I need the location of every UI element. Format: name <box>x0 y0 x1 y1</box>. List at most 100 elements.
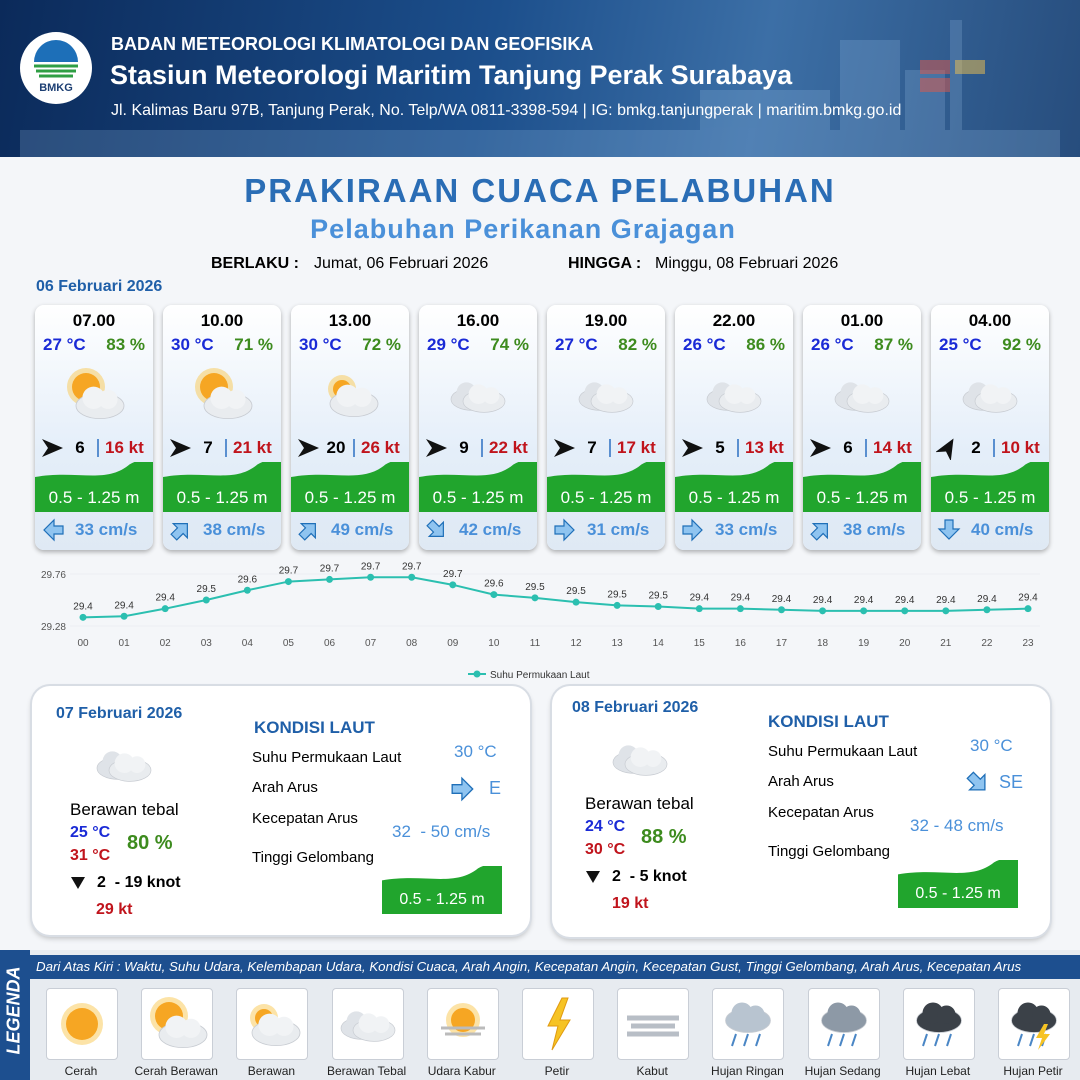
wind: 2 - 19 knot <box>97 874 181 891</box>
data-label: 29.4 <box>73 601 93 612</box>
sea-label: Suhu Permukaan Laut <box>252 749 402 766</box>
current-direction: SE <box>999 772 1024 792</box>
legend-item-label: Udara Kabur <box>427 1064 496 1078</box>
wave-shape <box>931 460 1049 512</box>
daily-panel: 07 Februari 2026 Berawan tebal 25 °C 31 °C 8… <box>32 686 530 935</box>
sst-point <box>1024 605 1032 613</box>
weather-icon <box>440 1003 485 1037</box>
humidity: 71 % <box>234 335 273 354</box>
sst-point <box>408 573 416 581</box>
weather-icon <box>612 745 668 776</box>
x-tick-label: 08 <box>406 638 418 649</box>
sst-point <box>695 605 703 613</box>
sea-label: Kecepatan Arus <box>768 804 874 821</box>
sst-point <box>736 605 744 613</box>
data-label: 29.6 <box>238 574 258 585</box>
legend-item-label: Hujan Ringan <box>711 1064 784 1078</box>
direction-arrow <box>170 523 188 541</box>
rain <box>826 1033 857 1047</box>
data-label: 29.5 <box>525 582 545 593</box>
sst-point <box>860 607 868 615</box>
logo: BMKG <box>20 32 92 104</box>
weather-icon <box>150 997 208 1049</box>
wind-direction <box>935 436 960 465</box>
humidity: 74 % <box>490 335 529 354</box>
data-label: 29.4 <box>813 595 833 606</box>
weather-icon <box>450 382 506 413</box>
sst-point <box>983 606 991 614</box>
forecast-card: 13.00 30 °C 72 % 20 26 kt 0.5 - 1.25 m 49 cm/s <box>291 305 409 550</box>
humidity: 72 % <box>362 335 401 354</box>
sst-point <box>367 573 375 581</box>
wind-arrow <box>682 439 703 457</box>
temp-max: 31 °C <box>70 847 111 864</box>
direction-arrow <box>298 523 316 541</box>
sun <box>445 1003 480 1037</box>
rain <box>921 1033 952 1047</box>
weather-icon <box>706 382 762 413</box>
wave-shape <box>898 858 1018 908</box>
condition-icon <box>945 363 1035 432</box>
cloud <box>725 1002 772 1033</box>
x-tick-label: 12 <box>570 638 582 649</box>
temperature: 30 °C <box>171 335 214 354</box>
gust: 26 kt <box>361 438 400 457</box>
x-tick-label: 01 <box>119 638 131 649</box>
legend-band <box>30 955 1080 979</box>
wave-shape <box>675 460 793 512</box>
wind-arrow <box>70 874 86 890</box>
time: 04.00 <box>968 311 1012 330</box>
wind-speed: 2 <box>971 438 981 457</box>
logo-emblem <box>34 40 78 78</box>
station-name: Stasiun Meteorologi Maritim Tanjung Pera… <box>110 60 793 90</box>
humidity: 88 % <box>641 826 687 848</box>
data-label: 29.5 <box>197 584 217 595</box>
data-label: 29.4 <box>731 593 751 604</box>
separator <box>737 439 739 457</box>
x-tick-label: 13 <box>612 638 624 649</box>
bolt <box>547 997 571 1051</box>
wind-arrow-down <box>71 877 85 889</box>
weather-icon <box>250 1004 301 1047</box>
wave-area <box>419 460 537 517</box>
cloud <box>108 753 152 782</box>
x-tick-label: 18 <box>817 638 829 649</box>
cloud <box>462 384 506 413</box>
wind-direction <box>680 436 704 465</box>
gust: 14 kt <box>873 438 912 457</box>
wind-direction <box>808 436 832 465</box>
wind-direction <box>424 436 448 465</box>
legend-item-label: Kabut <box>636 1064 668 1078</box>
current-direction <box>937 518 961 547</box>
wave-height: 0.5 - 1.25 m <box>176 488 268 507</box>
legend-item-label: Petir <box>544 1064 570 1078</box>
agency-name: BADAN METEOROLOGI KLIMATOLOGI DAN GEOFIS… <box>111 34 594 54</box>
legend-icon-box <box>807 988 880 1060</box>
wind-arrow <box>935 438 954 462</box>
wind-speed: 7 <box>203 438 213 457</box>
data-label: 29.4 <box>772 594 792 605</box>
sea-label: Tinggi Gelombang <box>252 849 375 866</box>
condition-icon <box>561 363 651 432</box>
legend-icon-box <box>331 988 404 1060</box>
x-tick-label: 07 <box>365 638 377 649</box>
condition-icon <box>49 363 139 432</box>
legend-icon-box <box>522 988 594 1060</box>
sst-point <box>613 601 621 609</box>
sst-point <box>243 586 251 594</box>
time: 10.00 <box>200 311 244 330</box>
cloud <box>974 384 1018 413</box>
current-speed: 31 cm/s <box>587 520 650 539</box>
time: 19.00 <box>584 311 628 330</box>
wind-direction <box>296 436 320 465</box>
legend-item-label: Cerah Berawan <box>134 1064 218 1078</box>
current-direction <box>681 518 705 547</box>
weather-icon <box>820 1002 867 1047</box>
current-direction <box>41 518 65 547</box>
x-tick-label: 14 <box>653 638 665 649</box>
legend-strip <box>0 950 30 1080</box>
data-label: 29.7 <box>443 569 463 580</box>
sea-label: Arah Arus <box>252 779 318 796</box>
humidity: 82 % <box>618 335 657 354</box>
